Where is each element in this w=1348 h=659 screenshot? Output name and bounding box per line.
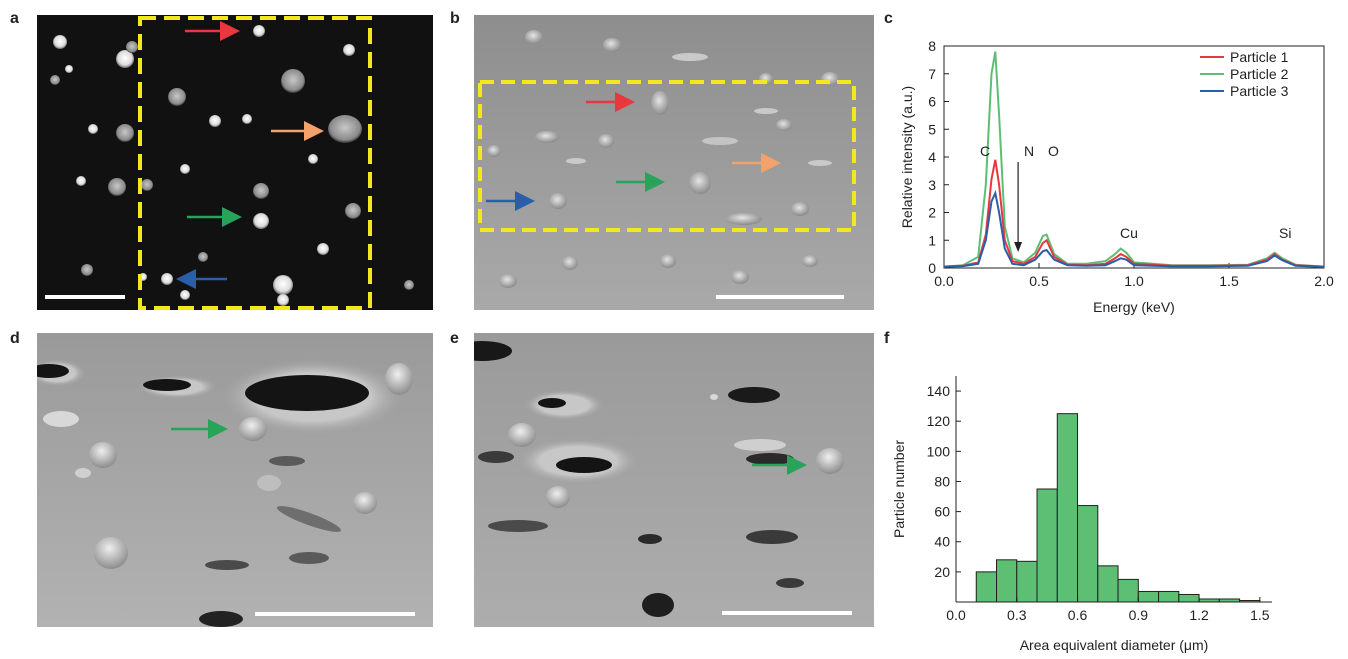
y-tick-label: 6 (928, 94, 936, 110)
y-tick-label: 4 (928, 149, 936, 165)
y-tick-label: 8 (928, 38, 936, 54)
micrograph-e (474, 333, 874, 627)
x-tick-label: 0.3 (1007, 607, 1027, 623)
histogram-bar (1097, 565, 1119, 603)
series-line-3 (943, 189, 1325, 268)
chart-f: 20 40 60 80 100 120 140 0.0 0.3 0.6 0.9 1.2 1.5 Area … (884, 340, 1336, 654)
panel-letter-d: d (10, 330, 20, 347)
histogram-bar (1056, 413, 1079, 603)
y-tick-label: 80 (934, 473, 950, 489)
y-tick-label: 120 (927, 413, 951, 429)
y-tick-label: 40 (934, 534, 950, 550)
histogram-bar (996, 559, 1018, 603)
y-tick-label: 1 (928, 232, 936, 248)
histogram-bar (1077, 505, 1099, 603)
panel-letter-f: f (884, 330, 890, 347)
scale-bar-d (255, 612, 415, 616)
particles-a (50, 25, 414, 306)
selection-box-b (478, 80, 856, 232)
histogram-bar (1016, 560, 1038, 603)
y-tick-label: 140 (927, 383, 951, 399)
panel-letter-e: e (450, 330, 459, 347)
panel-letter-c: c (884, 10, 893, 27)
y-tick-label: 7 (928, 66, 936, 82)
panel-letter-b: b (450, 10, 460, 27)
legend-label-1: Particle 1 (1230, 49, 1289, 65)
y-tick-label: 0 (928, 260, 936, 276)
micrograph-d (37, 333, 433, 627)
annotation-C: C (980, 143, 990, 159)
annotation-O: O (1048, 143, 1059, 159)
histogram-bar (1036, 488, 1058, 603)
y-axis-label: Relative intensity (a.u.) (899, 86, 915, 228)
particle-size-histogram: 20 40 60 80 100 120 140 0.0 0.3 0.6 0.9 1.2 1.5 Area … (891, 376, 1272, 653)
x-tick-label: 0.5 (1029, 273, 1049, 289)
histogram-bar (1178, 593, 1200, 603)
selection-box-a (138, 16, 372, 310)
legend-label-2: Particle 2 (1230, 66, 1289, 82)
scale-bar-b (716, 295, 844, 299)
scale-bar-a (45, 295, 125, 299)
micrograph-a (37, 15, 433, 310)
series-line-1 (943, 159, 1325, 268)
x-tick-label: 1.2 (1189, 607, 1209, 623)
annotation-Si: Si (1279, 225, 1291, 241)
histogram-bar (1137, 590, 1160, 603)
micrograph-b (474, 15, 874, 310)
annotation-N-arrow-head (1014, 242, 1023, 252)
annotation-N: N (1024, 143, 1034, 159)
scale-bar-e (722, 611, 852, 615)
annotation-Cu: Cu (1120, 225, 1138, 241)
y-tick-label: 2 (928, 205, 936, 221)
x-tick-label: 1.5 (1250, 607, 1270, 623)
x-tick-label: 2.0 (1314, 273, 1334, 289)
x-tick-label: 0.9 (1129, 607, 1149, 623)
legend-label-3: Particle 3 (1230, 83, 1289, 99)
x-axis-label: Area equivalent diameter (μm) (1020, 637, 1209, 653)
histogram-bar (975, 571, 998, 603)
chart-c: 0 1 2 3 4 5 6 7 8 0.0 0.5 1.0 1.5 2.0 Energy (keV) Rela… (884, 10, 1336, 330)
x-tick-label: 0.0 (946, 607, 966, 623)
eds-spectrum-chart: 0 1 2 3 4 5 6 7 8 0.0 0.5 1.0 1.5 2.0 Energy (keV) Rela… (899, 38, 1334, 315)
x-tick-label: 0.0 (934, 273, 954, 289)
y-axis-label: Particle number (891, 440, 907, 538)
histogram-bar (1158, 590, 1180, 603)
x-tick-label: 0.6 (1068, 607, 1088, 623)
panel-letter-a: a (10, 10, 19, 27)
y-tick-label: 5 (928, 121, 936, 137)
x-tick-label: 1.0 (1124, 273, 1144, 289)
x-tick-label: 1.5 (1219, 273, 1239, 289)
x-axis-label: Energy (keV) (1093, 299, 1175, 315)
histogram-bar (1117, 578, 1139, 603)
y-tick-label: 3 (928, 177, 936, 193)
y-tick-label: 60 (934, 504, 950, 520)
y-tick-label: 100 (927, 443, 951, 459)
y-tick-label: 20 (934, 564, 950, 580)
